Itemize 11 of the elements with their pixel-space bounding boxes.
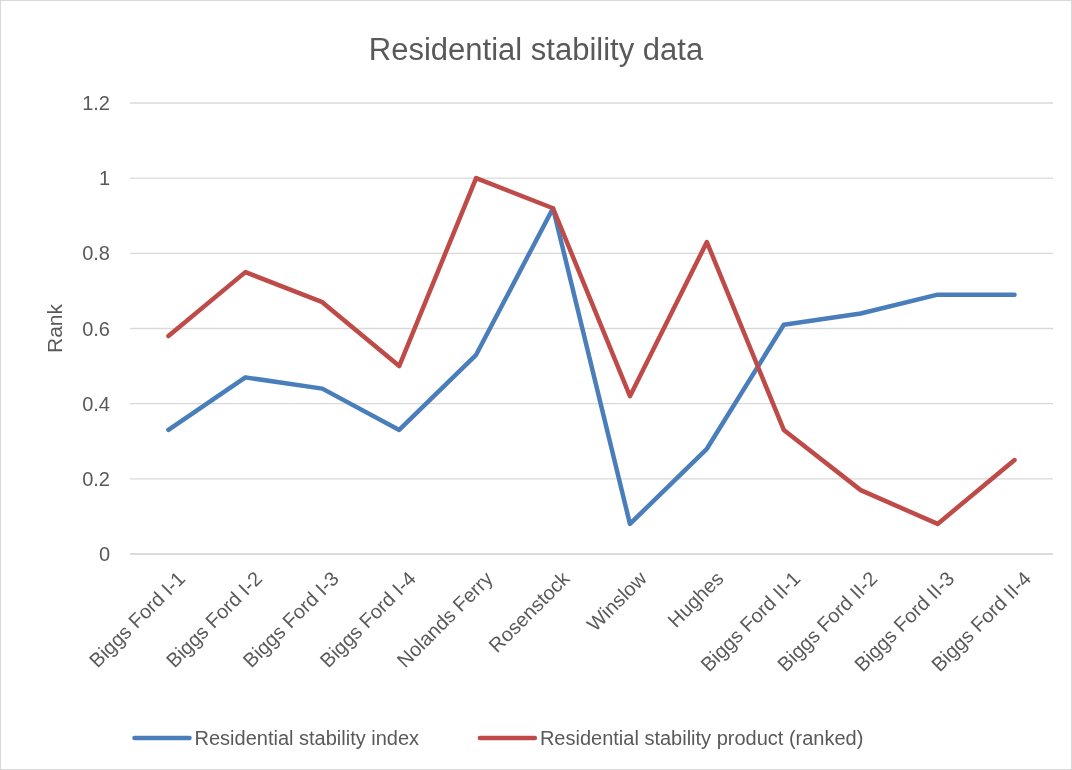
legend-label: Residential stability product (ranked) <box>539 727 864 749</box>
y-tick-label: 1.2 <box>82 92 110 114</box>
y-tick-label: 1 <box>98 167 110 190</box>
y-tick-label: 0 <box>98 543 110 565</box>
y-tick-label: 0.8 <box>82 242 110 265</box>
y-tick-label: 0.6 <box>82 317 110 340</box>
y-tick-label: 0.4 <box>82 392 110 415</box>
chart-title: Residential stability data <box>368 32 704 67</box>
y-axis-title: Rank <box>43 303 66 354</box>
y-tick-label: 0.2 <box>82 467 110 490</box>
legend-label: Residential stability index <box>194 727 420 749</box>
